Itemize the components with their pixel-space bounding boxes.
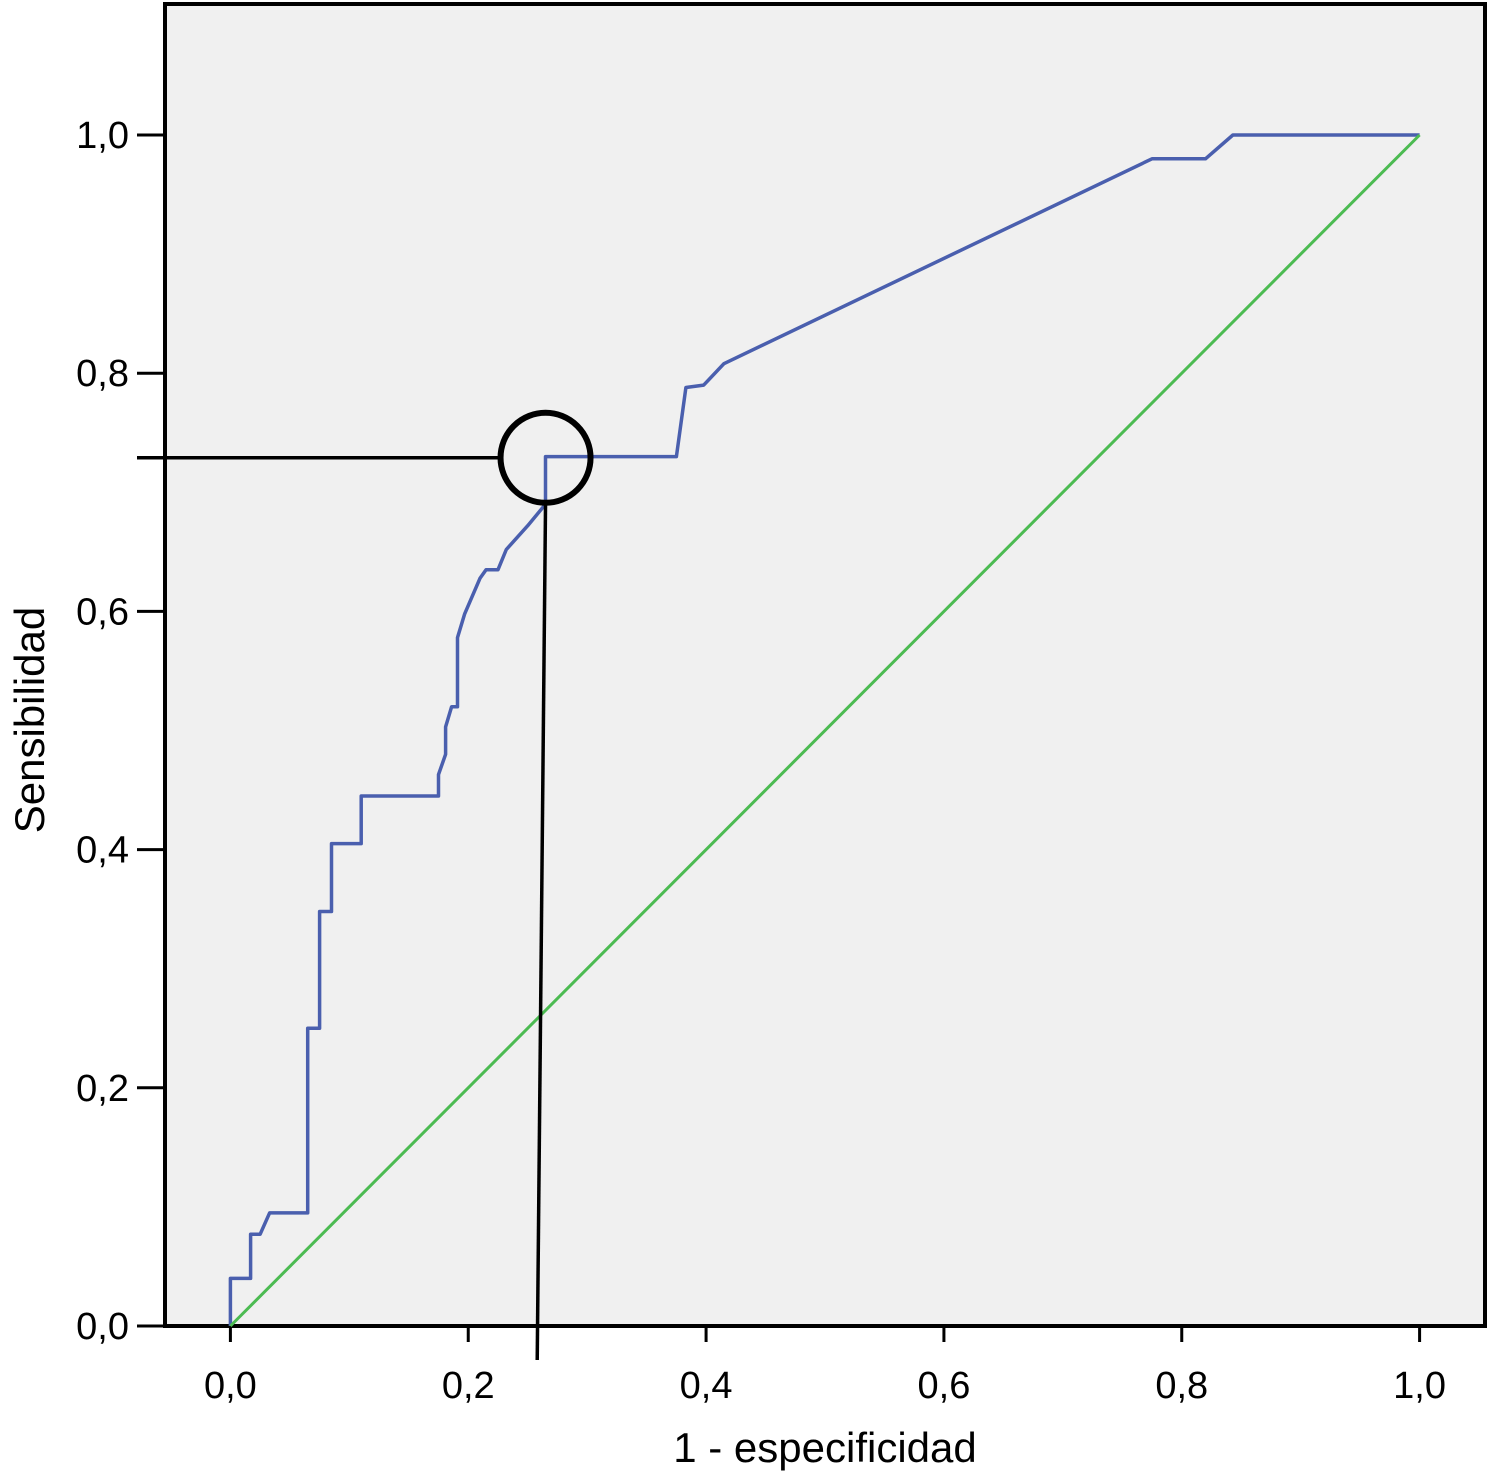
y-tick-label: 0,2 bbox=[76, 1068, 129, 1110]
y-axis-title: Sensibilidad bbox=[6, 607, 53, 834]
x-tick-label: 0,2 bbox=[442, 1365, 495, 1407]
reference-diagonal-line bbox=[229, 133, 1421, 1328]
roc-curve-line bbox=[228, 133, 1420, 1326]
x-tick-label: 0,6 bbox=[918, 1365, 971, 1407]
y-tick-label: 1,0 bbox=[76, 115, 129, 157]
annotation-layer bbox=[137, 409, 594, 1361]
axis-ticks: 0,0 0,2 0,4 0,6 0,8 1,0 0,0 0,2 0,4 0,6 0,8 1,0 bbox=[76, 115, 1446, 1407]
plot-background bbox=[163, 2, 1487, 1328]
x-tick-label: 0,8 bbox=[1155, 1365, 1208, 1407]
x-axis-title: 1 - especificidad bbox=[673, 1424, 977, 1471]
x-tick-label: 1,0 bbox=[1393, 1365, 1446, 1407]
x-tick-label: 0,0 bbox=[204, 1365, 257, 1407]
y-tick-label: 0,6 bbox=[76, 591, 129, 633]
series-layer bbox=[228, 133, 1421, 1328]
cutoff-point-circle bbox=[497, 409, 594, 506]
cutoff-vertical-line bbox=[535, 502, 548, 1361]
x-tick-label: 0,4 bbox=[680, 1365, 733, 1407]
y-tick-label: 0,8 bbox=[76, 353, 129, 395]
y-tick-label: 0,4 bbox=[76, 830, 129, 872]
y-tick-label: 0,0 bbox=[76, 1306, 129, 1348]
